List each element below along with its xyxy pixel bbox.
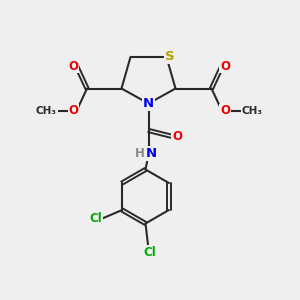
Text: O: O bbox=[220, 59, 230, 73]
Text: O: O bbox=[68, 59, 79, 73]
Text: CH₃: CH₃ bbox=[242, 106, 262, 116]
Text: O: O bbox=[172, 130, 182, 143]
Text: N: N bbox=[146, 147, 157, 160]
Text: Cl: Cl bbox=[89, 212, 102, 226]
Text: CH₃: CH₃ bbox=[36, 106, 57, 116]
Text: S: S bbox=[165, 50, 175, 63]
Text: O: O bbox=[220, 104, 230, 118]
Text: H: H bbox=[135, 147, 145, 160]
Text: N: N bbox=[143, 97, 154, 110]
Text: O: O bbox=[68, 104, 79, 118]
Text: Cl: Cl bbox=[144, 245, 156, 259]
